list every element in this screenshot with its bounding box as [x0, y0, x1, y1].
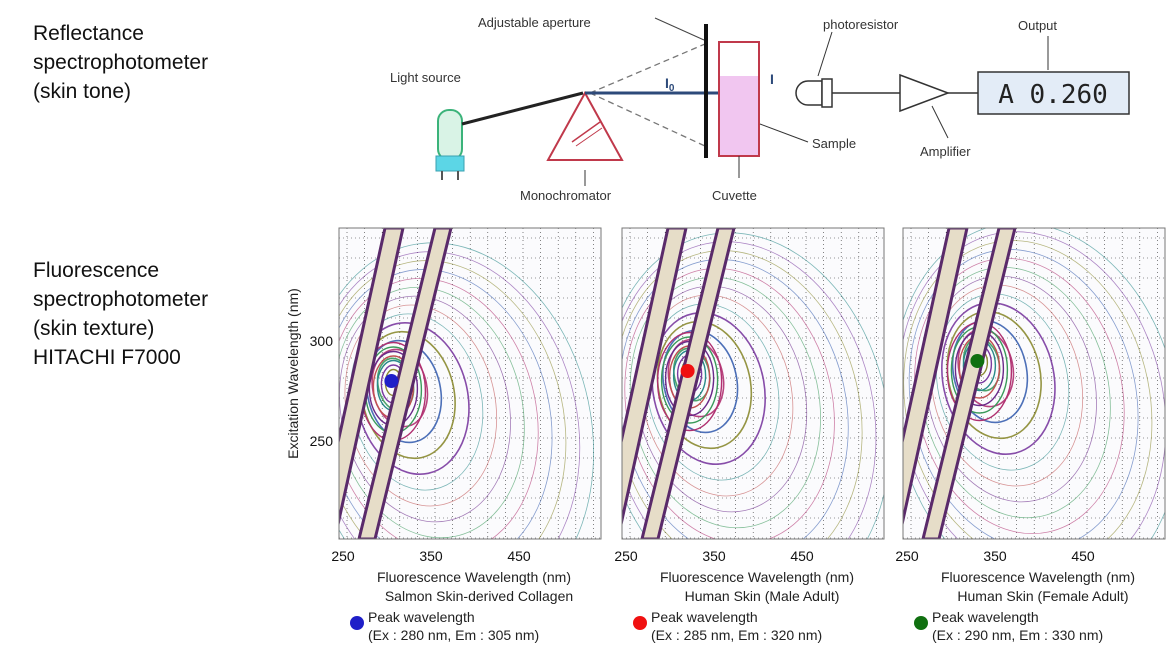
sample-label: Sample — [812, 136, 856, 151]
chart-plot-area — [903, 228, 1165, 539]
scatter-band — [622, 228, 688, 527]
peak-legend-label: Peak wavelength — [932, 609, 1039, 625]
fluorescence-charts: 250 350 450 300 250 Excitation Wavelength (nm… — [285, 227, 1166, 643]
x-tick-label: 250 — [331, 548, 355, 564]
eem-chart-3: 250 350 450 Fluorescence Wavelength (nm) Hum… — [895, 227, 1166, 643]
x-tick-label: 250 — [614, 548, 638, 564]
reflectance-label-line: spectrophotometer — [33, 51, 209, 74]
scatter-band — [339, 228, 405, 527]
x-tick-label: 350 — [419, 548, 443, 564]
peak-marker — [384, 374, 399, 388]
fluorescence-label-line: HITACHI F7000 — [33, 346, 181, 369]
ray-lower — [589, 92, 706, 147]
cuvette-icon — [718, 41, 760, 157]
plot-frame — [338, 227, 602, 540]
x-tick-label: 350 — [702, 548, 726, 564]
spectrophotometer-diagram: Light source Monochromator I0 Adjustable… — [390, 15, 1130, 203]
light-source-icon — [435, 109, 465, 180]
output-label: Output — [1018, 18, 1057, 33]
y-axis-title: Excitation Wavelength (nm) — [285, 288, 301, 459]
plot-frame — [902, 227, 1166, 540]
chart-plot-area — [339, 228, 601, 539]
contour-line — [662, 329, 739, 434]
photoresistor-label: photoresistor — [823, 17, 899, 32]
x-axis-title: Fluorescence Wavelength (nm) — [377, 569, 571, 585]
x-tick-label: 450 — [790, 548, 814, 564]
reflectance-label-line: Reflectance — [33, 22, 144, 45]
sample-pointer — [759, 123, 809, 143]
amplifier-label: Amplifier — [920, 144, 971, 159]
i0-label: I0 — [665, 75, 675, 94]
contour-line — [339, 286, 525, 539]
i-label: I — [770, 71, 774, 87]
y-tick-label: 250 — [310, 433, 334, 449]
eem-chart-1: 250 350 450 300 250 Excitation Wavelength (nm… — [285, 227, 602, 643]
legend-marker — [914, 616, 928, 630]
peak-legend-label: Peak wavelength — [368, 609, 475, 625]
output-display — [977, 71, 1130, 115]
contour-line — [622, 241, 877, 539]
peak-marker — [970, 354, 985, 368]
adjustable-aperture-label: Adjustable aperture — [478, 15, 591, 30]
fluorescence-label-line: (skin texture) — [33, 317, 155, 340]
monochromator-label: Monochromator — [520, 188, 612, 203]
aperture-pointer — [654, 17, 705, 41]
cuvette-label: Cuvette — [712, 188, 757, 203]
contour-line — [651, 311, 766, 466]
peak-legend-values: (Ex : 290 nm, Em : 330 nm) — [932, 627, 1103, 643]
contour-line — [339, 269, 553, 539]
fluorescence-label: Fluorescence spectrophotometer (skin tex… — [33, 256, 208, 372]
contour-line — [622, 250, 863, 539]
peak-legend-values: (Ex : 285 nm, Em : 320 nm) — [651, 627, 822, 643]
x-tick-label: 450 — [1071, 548, 1095, 564]
fluorescence-label-line: spectrophotometer — [33, 288, 209, 311]
x-axis-title: Fluorescence Wavelength (nm) — [941, 569, 1135, 585]
contour-line — [656, 331, 723, 432]
contour-line — [656, 320, 753, 450]
x-tick-label: 450 — [507, 548, 531, 564]
peak-legend-label: Peak wavelength — [651, 609, 758, 625]
contour-line — [646, 303, 780, 481]
light-source-label: Light source — [390, 70, 461, 85]
peak-legend-values: (Ex : 280 nm, Em : 305 nm) — [368, 627, 539, 643]
contour-line — [339, 260, 567, 539]
y-tick-label: 300 — [310, 333, 334, 349]
legend-marker — [633, 616, 647, 630]
eem-chart-2: 250 350 450 Fluorescence Wavelength (nm) Hum… — [614, 227, 885, 643]
x-tick-label: 250 — [895, 548, 919, 564]
ray-upper — [589, 43, 706, 94]
scatter-band — [903, 228, 969, 527]
monochromator-prism-icon — [546, 90, 624, 161]
contour-line — [622, 232, 884, 539]
reflectance-label: Reflectance spectrophotometer (skin tone… — [33, 19, 208, 106]
fluorescence-label-line: Fluorescence — [33, 259, 160, 282]
reflectance-label-line: (skin tone) — [33, 80, 132, 103]
scatter-band — [357, 228, 453, 539]
x-tick-label: 350 — [983, 548, 1007, 564]
input-beam — [461, 91, 584, 126]
scatter-band — [640, 228, 736, 539]
scatter-band — [921, 228, 1017, 539]
contour-line — [339, 277, 539, 539]
amplifier-icon — [899, 73, 951, 113]
output-display-value: A 0.260 — [998, 80, 1108, 110]
chart-plot-area — [622, 228, 884, 539]
chart-caption: Human Skin (Male Adult) — [685, 588, 840, 604]
plot-frame — [621, 227, 885, 540]
contour-line — [339, 242, 595, 539]
peak-marker — [680, 364, 695, 378]
contour-line — [339, 251, 581, 539]
amplifier-pointer — [931, 105, 949, 139]
photoresistor-icon — [795, 78, 833, 108]
x-axis-title: Fluorescence Wavelength (nm) — [660, 569, 854, 585]
photoresistor-pointer — [817, 31, 833, 77]
chart-caption: Salmon Skin-derived Collagen — [385, 588, 573, 604]
chart-caption: Human Skin (Female Adult) — [957, 588, 1128, 604]
contour-line — [660, 336, 719, 424]
contour-line — [365, 339, 443, 444]
legend-marker — [350, 616, 364, 630]
